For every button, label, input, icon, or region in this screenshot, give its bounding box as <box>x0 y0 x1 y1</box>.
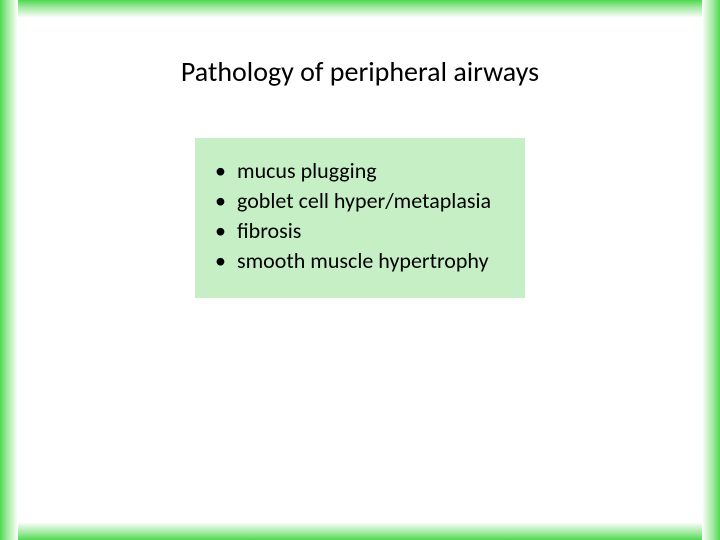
slide: Pathology of peripheral airways • mucus … <box>0 0 720 540</box>
list-item: • mucus plugging <box>215 156 505 186</box>
border-bottom <box>0 522 720 540</box>
bullet-icon: • <box>215 156 237 186</box>
list-item-text: smooth muscle hypertrophy <box>237 246 489 276</box>
bullet-icon: • <box>215 216 237 246</box>
list-item-text: fibrosis <box>237 216 301 246</box>
list-item-text: mucus plugging <box>237 156 377 186</box>
bullet-icon: • <box>215 186 237 216</box>
list-item-text: goblet cell hyper/metaplasia <box>237 186 491 216</box>
content-box: • mucus plugging • goblet cell hyper/met… <box>195 138 525 298</box>
border-top <box>0 0 720 18</box>
list-item: • smooth muscle hypertrophy <box>215 246 505 276</box>
list-item: • goblet cell hyper/metaplasia <box>215 186 505 216</box>
list-item: • fibrosis <box>215 216 505 246</box>
slide-title: Pathology of peripheral airways <box>0 54 720 89</box>
bullet-icon: • <box>215 246 237 276</box>
bullet-list: • mucus plugging • goblet cell hyper/met… <box>215 156 505 276</box>
